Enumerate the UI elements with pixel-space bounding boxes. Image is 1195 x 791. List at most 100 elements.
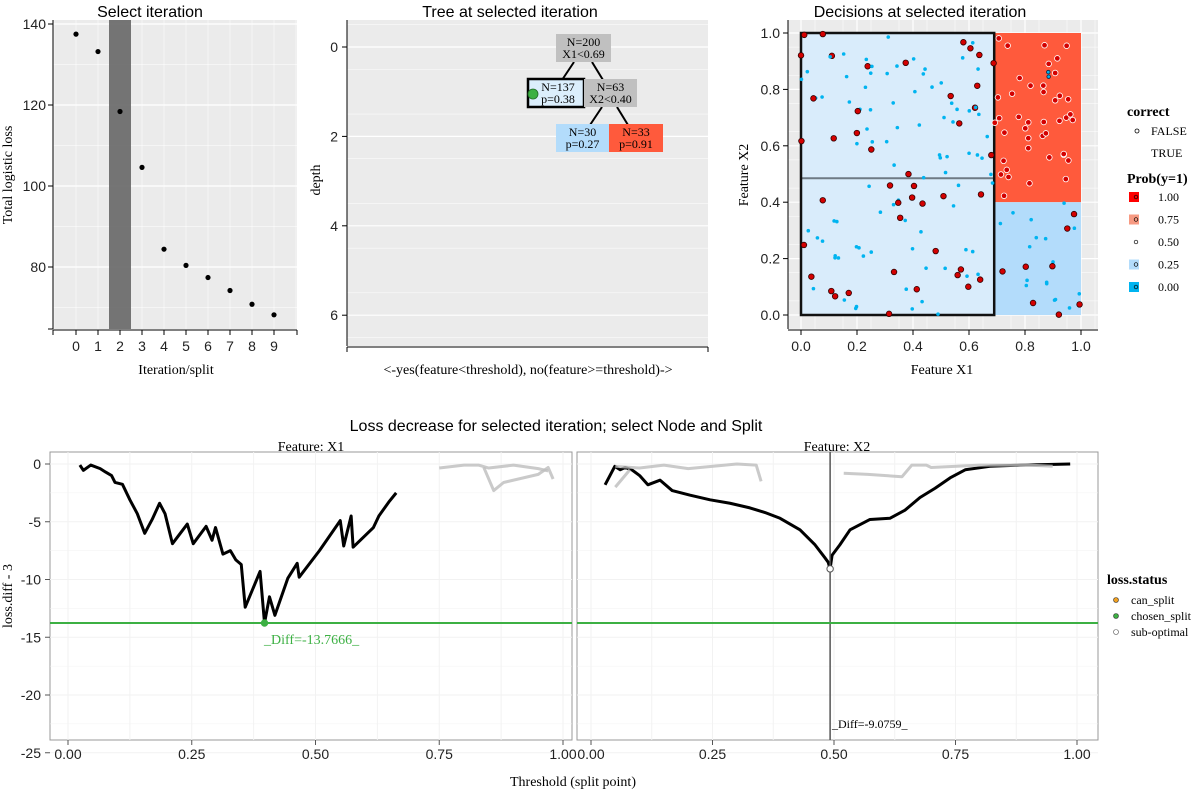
observation-point bbox=[805, 69, 810, 74]
iteration-point[interactable] bbox=[139, 164, 145, 170]
observation-point bbox=[967, 151, 971, 156]
observation-point bbox=[842, 298, 847, 302]
y-tick-label: -25 bbox=[21, 745, 41, 761]
observation-point bbox=[919, 200, 926, 207]
decisions-legend: correct FALSE TRUE Prob(y=1) 1.00 0.75 0.5… bbox=[1127, 105, 1188, 294]
observation-point bbox=[970, 249, 975, 254]
observation-point bbox=[954, 271, 961, 279]
iteration-point[interactable] bbox=[183, 262, 189, 268]
iteration-plot-background[interactable] bbox=[53, 20, 297, 329]
tree-node-box[interactable] bbox=[526, 77, 586, 109]
legend-loss-marker bbox=[1113, 597, 1119, 603]
observation-point bbox=[1046, 74, 1051, 79]
observation-point bbox=[885, 310, 893, 318]
x-tick-label: 1 bbox=[94, 338, 102, 354]
tree-plot-background bbox=[347, 20, 708, 346]
observation-point bbox=[810, 95, 817, 102]
legend-prob-items: 1.00 0.75 0.50 0.25 0.00 bbox=[1129, 190, 1179, 294]
observation-point bbox=[854, 244, 859, 249]
loss-curve[interactable] bbox=[78, 463, 398, 625]
tree-node-count: N=63 bbox=[597, 80, 624, 94]
observation-point bbox=[943, 170, 948, 175]
observation-point bbox=[1060, 150, 1067, 158]
observation-point bbox=[903, 218, 908, 223]
observation-point bbox=[949, 101, 954, 105]
facet-strip-x2: Feature: X2 bbox=[804, 440, 870, 455]
legend-loss-label: chosen_split bbox=[1131, 609, 1192, 623]
observation-point bbox=[1063, 114, 1070, 121]
loss-lines[interactable] bbox=[50, 452, 1098, 740]
observation-point bbox=[985, 134, 990, 139]
loss-curve-inactive[interactable] bbox=[615, 462, 763, 482]
selected-iteration-band[interactable] bbox=[109, 20, 131, 329]
selected-node-region[interactable] bbox=[799, 31, 996, 317]
observation-point bbox=[942, 115, 946, 120]
observation-point bbox=[1008, 90, 1016, 97]
loss-curve[interactable] bbox=[603, 462, 1071, 571]
x-tick-label: 0.75 bbox=[426, 746, 453, 762]
observation-point bbox=[891, 101, 896, 105]
loss-grid bbox=[49, 451, 1099, 754]
legend-correct-title: correct bbox=[1127, 105, 1170, 120]
observation-point bbox=[1034, 235, 1039, 240]
y-tick-label: 140 bbox=[23, 16, 47, 32]
selected-node-marker[interactable] bbox=[527, 88, 539, 100]
tree-node-box[interactable] bbox=[556, 34, 611, 62]
iteration-point[interactable] bbox=[117, 108, 123, 115]
observation-point bbox=[811, 286, 816, 291]
observation-point bbox=[964, 247, 968, 252]
observation-point bbox=[923, 67, 927, 71]
observation-point bbox=[977, 191, 985, 198]
tree-node-box[interactable] bbox=[609, 124, 663, 152]
y-tick-label: 100 bbox=[23, 178, 47, 194]
observation-point bbox=[905, 170, 912, 178]
observation-point bbox=[1052, 298, 1057, 302]
observation-point bbox=[1025, 278, 1029, 283]
observation-point bbox=[853, 129, 861, 137]
x-tick-label: 1.00 bbox=[1063, 746, 1090, 762]
observation-point bbox=[1072, 226, 1077, 231]
x-tick-label: 3 bbox=[138, 338, 146, 354]
tree-node[interactable]: N=30p=0.27 bbox=[556, 124, 609, 152]
loss-panel[interactable]: Loss decrease for selected iteration; se… bbox=[1, 418, 1192, 790]
legend-false-label: FALSE bbox=[1151, 124, 1187, 138]
observation-point bbox=[1076, 301, 1083, 308]
iteration-point[interactable] bbox=[95, 48, 101, 55]
tree-node[interactable]: N=33p=0.91 bbox=[609, 124, 663, 152]
legend-prob-label: 0.25 bbox=[1158, 258, 1179, 272]
loss-curve-inactive[interactable] bbox=[439, 463, 549, 473]
y-tick-label: 80 bbox=[30, 259, 46, 275]
loss-curve-inactive[interactable] bbox=[482, 465, 555, 493]
observation-point bbox=[1046, 154, 1053, 161]
legend-prob-marker bbox=[1133, 284, 1139, 290]
loss-curve-inactive[interactable] bbox=[614, 468, 632, 489]
observation-point bbox=[913, 286, 920, 293]
iteration-point[interactable] bbox=[249, 301, 255, 307]
observation-point bbox=[970, 41, 975, 45]
legend-loss-title: loss.status bbox=[1107, 573, 1168, 588]
y-tick-label: -15 bbox=[21, 629, 41, 645]
tree-node-rule: p=0.27 bbox=[566, 137, 600, 151]
legend-loss-marker bbox=[1113, 613, 1119, 619]
annotation-x2: _Diff=-9.0759_ bbox=[831, 717, 909, 731]
tree-node-box[interactable] bbox=[584, 79, 637, 107]
loss-curve-inactive[interactable] bbox=[843, 463, 1053, 479]
observation-point bbox=[1049, 263, 1056, 270]
observation-point bbox=[886, 182, 894, 189]
iteration-point[interactable] bbox=[205, 274, 211, 281]
iteration-panel[interactable]: 80 100 120 140 0 1 2 3 4 5 6 7 8 9 Select iteration I… bbox=[1, 4, 298, 378]
split-marker-sub-optimal[interactable] bbox=[826, 565, 834, 573]
observation-point bbox=[884, 139, 889, 144]
iteration-point[interactable] bbox=[73, 31, 79, 37]
observation-point bbox=[990, 181, 995, 185]
iteration-point[interactable] bbox=[161, 246, 167, 252]
tree-node-box[interactable] bbox=[556, 124, 609, 152]
observation-point bbox=[1044, 280, 1049, 285]
observation-point bbox=[1004, 42, 1011, 49]
iteration-point[interactable] bbox=[271, 312, 277, 318]
observation-point bbox=[886, 35, 891, 39]
iteration-point[interactable] bbox=[227, 287, 233, 294]
